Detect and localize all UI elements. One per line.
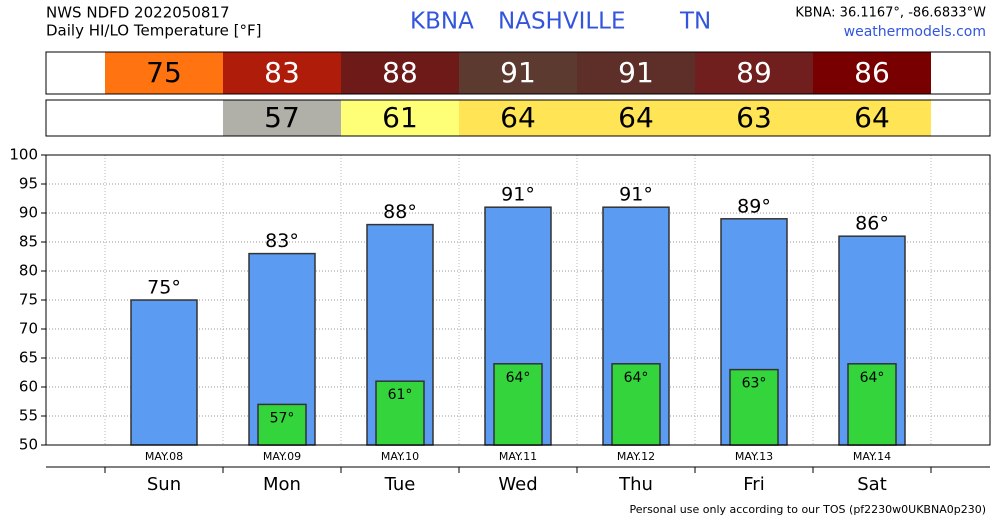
y-tick-label: 100 [9,146,38,164]
strip-cell [813,100,931,136]
low-bar [729,368,779,446]
value-label: 64° [624,370,649,386]
location: KBNA: 36.1167°, -86.6833°W [795,6,986,21]
strip-value: 61 [382,101,418,134]
x-date-label: MAY.14 [853,450,891,463]
strip-cell [341,52,459,94]
low-bar [493,363,543,446]
value-label: 75° [147,277,181,299]
y-tick-label: 50 [19,436,38,454]
strip-cell [223,100,341,136]
strip-value: 64 [854,101,890,134]
x-tick-label: Thu [618,474,653,495]
x-tick-label: Mon [263,474,301,495]
x-tick-label: Tue [384,474,416,495]
value-label: 86° [855,213,889,235]
strip-cell [341,100,459,136]
low-bar [375,380,425,446]
strip-value: 89 [736,56,772,89]
x-date-label: MAY.13 [735,450,773,463]
value-label: 91° [501,184,535,206]
strip-cell [695,100,813,136]
low-bar [257,403,307,446]
strip-cell [577,100,695,136]
strip-cell [223,52,341,94]
strip-value: 64 [500,101,536,134]
plot-frame [45,154,991,446]
chart-title: Daily HI/LO Temperature [°F] [46,22,262,40]
y-tick-label: 85 [19,233,38,251]
strip-value: 83 [264,56,300,89]
y-tick-label: 55 [19,407,38,425]
state: TN [679,9,711,35]
x-tick-label: Sun [147,474,181,495]
strip-value: 63 [736,101,772,134]
strip-cell [105,52,223,94]
value-label: 64° [860,370,885,386]
value-label: 64° [506,370,531,386]
strip-value: 86 [854,56,890,89]
low-bar [611,363,661,446]
y-tick-label: 70 [19,320,38,338]
station: KBNA [410,9,474,35]
strip-value: 91 [500,56,536,89]
x-date-label: MAY.10 [381,450,419,463]
source: NWS NDFD 2022050817 [46,4,230,22]
y-tick-label: 90 [19,204,38,222]
strip-value: 88 [382,56,418,89]
strip-cell [695,52,813,94]
strip-value: 64 [618,101,654,134]
y-tick-label: 80 [19,262,38,280]
value-label: 88° [383,201,417,223]
value-label: 83° [265,230,299,252]
strip-cell [459,52,577,94]
y-tick-label: 65 [19,349,38,367]
strip-value: 57 [264,101,300,134]
x-date-label: MAY.11 [499,450,537,463]
strip-value: 91 [618,56,654,89]
strip-cell [813,52,931,94]
strip-value: 75 [146,56,182,89]
x-tick-label: Sat [857,474,887,495]
value-label: 89° [737,195,771,217]
strip-cell [459,100,577,136]
website: weathermodels.com [844,24,986,40]
y-tick-label: 60 [19,378,38,396]
x-date-label: MAY.08 [145,450,183,463]
y-tick-label: 95 [19,175,38,193]
value-label: 91° [619,184,653,206]
footer: Personal use only according to our TOS (… [630,503,986,516]
strip-cell [577,52,695,94]
y-tick-label: 75 [19,291,38,309]
x-tick-label: Fri [743,474,764,495]
x-date-label: MAY.09 [263,450,301,463]
high-bar [130,299,198,446]
x-tick-label: Wed [498,474,537,495]
value-label: 63° [742,376,767,392]
city: NASHVILLE [498,9,626,35]
value-label: 61° [388,387,413,403]
value-label: 57° [270,410,295,426]
x-date-label: MAY.12 [617,450,655,463]
